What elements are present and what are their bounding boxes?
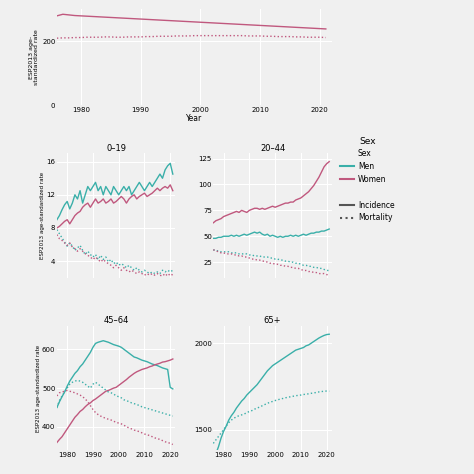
Title: 65+: 65+ [264,316,281,325]
Title: 0–19: 0–19 [106,144,126,153]
Y-axis label: ESP2013 age-
standardized rate: ESP2013 age- standardized rate [28,29,39,85]
Y-axis label: ESP2013 age-standardized rate: ESP2013 age-standardized rate [40,172,45,259]
Title: 20–44: 20–44 [260,144,285,153]
Legend: Sex, Men, Women,  , Incidence, Mortality: Sex, Men, Women, , Incidence, Mortality [340,137,394,222]
X-axis label: Year: Year [186,114,202,123]
Title: 45–64: 45–64 [103,316,129,325]
Y-axis label: ESP2013 age-standardized rate: ESP2013 age-standardized rate [36,345,41,432]
